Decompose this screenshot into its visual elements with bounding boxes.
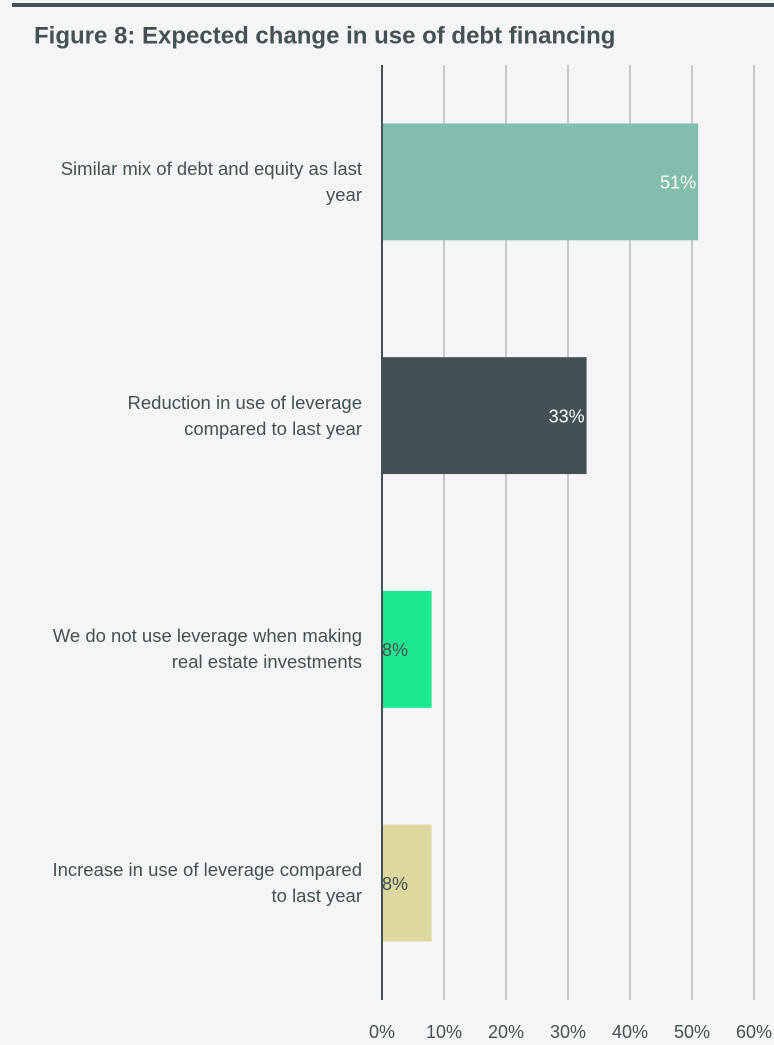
- category-label: Reduction in use of leverage compared to…: [127, 391, 362, 439]
- x-tick-label: 0%: [369, 1022, 395, 1042]
- bar: [382, 824, 432, 942]
- value-label: 8%: [382, 640, 408, 660]
- value-label: 8%: [382, 874, 408, 894]
- x-tick-label: 50%: [674, 1022, 710, 1042]
- top-rule: [12, 3, 774, 7]
- x-tick-label: 40%: [612, 1022, 648, 1042]
- x-tick-label: 60%: [736, 1022, 772, 1042]
- bar: [382, 590, 432, 708]
- chart-title: Figure 8: Expected change in use of debt…: [34, 22, 615, 49]
- x-tick-label: 30%: [550, 1022, 586, 1042]
- x-tick-label: 10%: [426, 1022, 462, 1042]
- category-label: Increase in use of leverage compared to …: [52, 859, 362, 907]
- bar: [382, 123, 699, 241]
- value-label: 51%: [660, 173, 696, 193]
- value-label: 33%: [549, 406, 585, 426]
- category-label: Similar mix of debt and equity as last y…: [60, 157, 362, 205]
- x-tick-label: 20%: [488, 1022, 524, 1042]
- category-label: We do not use leverage when making real …: [52, 625, 362, 673]
- bar: [382, 357, 587, 475]
